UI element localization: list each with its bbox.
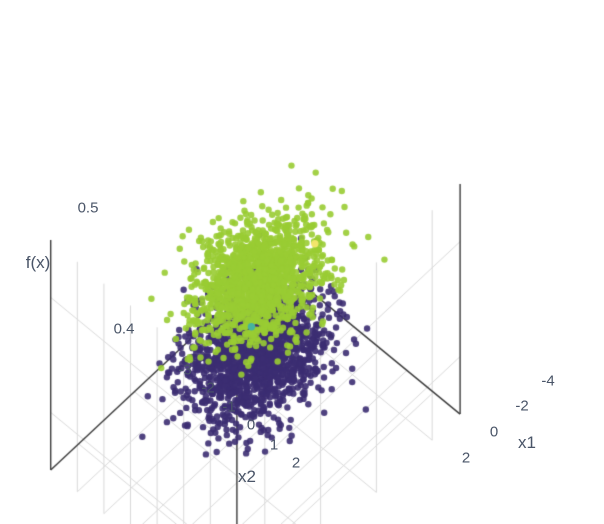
tick-label: 0	[247, 417, 255, 434]
tick-label: 0	[490, 424, 498, 441]
x2-axis-label: x2	[238, 467, 256, 487]
tick-label: -4	[541, 373, 554, 390]
tick-label: -2	[201, 380, 214, 397]
tick-label: 2	[462, 450, 470, 467]
tick-label: -1	[222, 399, 235, 416]
z-axis-label: f(x)	[26, 253, 51, 273]
tick-label: 0.4	[114, 321, 135, 338]
tick-label: 1	[270, 437, 278, 454]
tick-label: 2	[292, 455, 300, 472]
tick-label: 0.5	[78, 200, 99, 217]
tick-label: -2	[515, 398, 528, 415]
scatter3d-canvas	[0, 0, 604, 524]
tick-label: -3	[178, 362, 191, 379]
x1-axis-label: x1	[518, 433, 536, 453]
scatter3d-chart: f(x) x1 x2 -4-202-3-2-10120.50.4	[0, 0, 604, 524]
